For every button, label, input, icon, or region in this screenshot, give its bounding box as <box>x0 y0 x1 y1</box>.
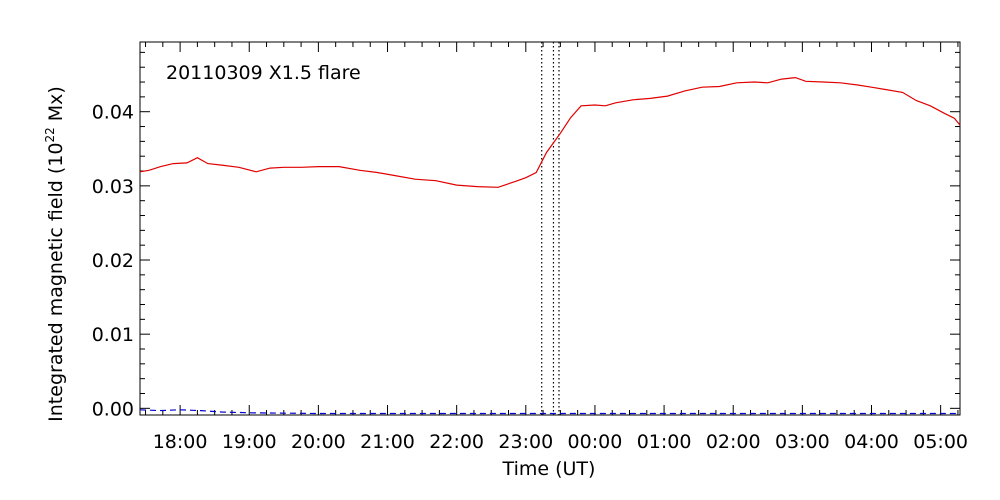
x-tick-label: 20:00 <box>291 431 346 453</box>
y-axis-title-prefix: Integrated magnetic field (10 <box>45 143 67 422</box>
event-markers <box>541 42 560 415</box>
y-axis-title-suffix: Mx) <box>45 86 67 127</box>
plot-frame <box>139 41 961 416</box>
y-axis-title: Integrated magnetic field (1022 Mx) <box>43 86 67 422</box>
x-axis-title: Time (UT) <box>502 458 596 480</box>
series-group <box>139 76 961 415</box>
x-axis: 18:00 19:00 20:00 21:00 22:00 23:00 00:00 01:00… <box>145 42 968 453</box>
x-tick-label: 02:00 <box>706 431 761 453</box>
y-tick-label: 0.04 <box>92 102 134 124</box>
x-tick-label: 04:00 <box>844 431 899 453</box>
x-tick-label: 19:00 <box>222 431 277 453</box>
x-tick-label: 21:00 <box>360 431 415 453</box>
y-tick-label: 0.01 <box>92 324 134 346</box>
flare-annotation: 20110309 X1.5 flare <box>166 62 361 84</box>
x-tick-label: 22:00 <box>429 431 484 453</box>
x-tick-label: 18:00 <box>153 431 208 453</box>
y-axis: 0.00 0.01 0.02 0.03 0.04 <box>92 51 960 420</box>
x-tick-label: 01:00 <box>637 431 692 453</box>
series-line-red <box>139 76 961 188</box>
y-tick-label: 0.03 <box>92 176 134 198</box>
y-tick-label: 0.00 <box>92 398 134 420</box>
y-axis-title-sup: 22 <box>43 127 57 142</box>
series-line-blue <box>139 409 960 415</box>
y-tick-label: 0.02 <box>92 250 134 272</box>
x-tick-label: 00:00 <box>568 431 623 453</box>
x-tick-label: 05:00 <box>913 431 968 453</box>
x-tick-label: 03:00 <box>775 431 830 453</box>
x-tick-label: 23:00 <box>498 431 553 453</box>
